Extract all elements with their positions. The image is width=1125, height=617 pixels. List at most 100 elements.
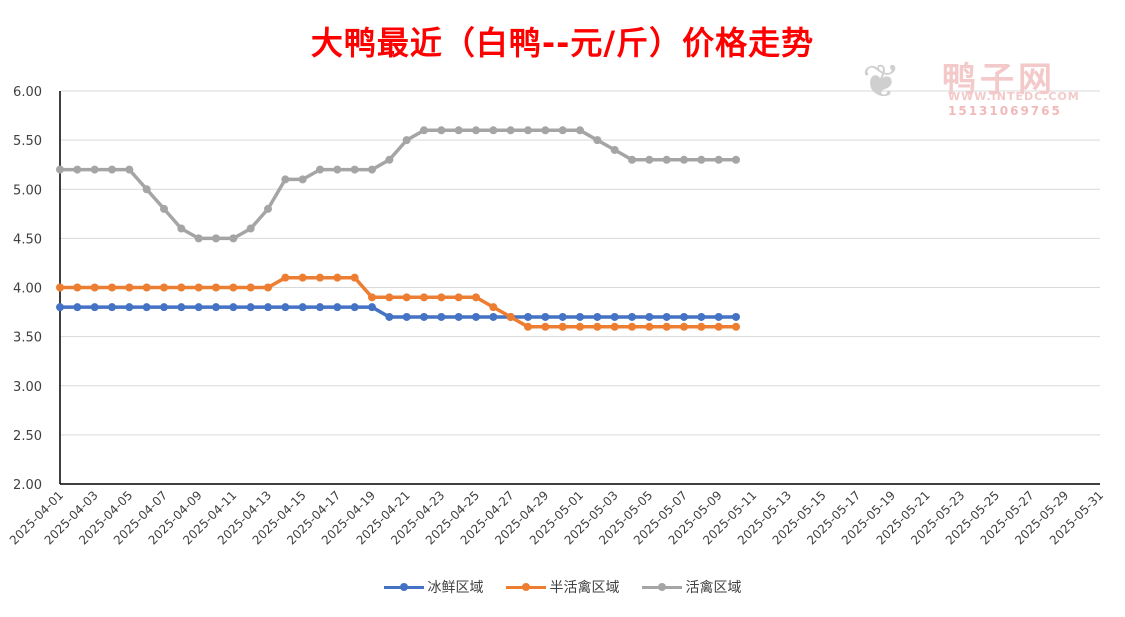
data-point: [368, 293, 376, 302]
data-point: [628, 312, 636, 321]
data-point: [402, 312, 411, 321]
data-point: [680, 322, 688, 331]
data-point: [506, 126, 515, 135]
data-point: [350, 273, 359, 282]
data-point: [368, 303, 376, 312]
data-point: [177, 224, 186, 233]
data-point: [56, 283, 64, 292]
data-point: [281, 175, 290, 184]
data-point: [350, 165, 359, 174]
legend-swatch-ice: [383, 582, 424, 592]
data-point: [90, 165, 99, 174]
data-point: [645, 322, 654, 331]
data-point: [489, 312, 498, 321]
data-point: [108, 283, 116, 292]
data-point: [714, 155, 723, 164]
data-point: [541, 126, 550, 135]
data-point: [125, 303, 134, 312]
data-point: [593, 136, 602, 145]
y-tick-label: 3.00: [13, 380, 42, 395]
data-point: [212, 283, 220, 292]
data-point: [229, 283, 238, 292]
data-point: [593, 322, 602, 331]
data-point: [732, 322, 740, 331]
series-line-0: [60, 305, 736, 319]
data-point: [541, 312, 550, 321]
data-point: [472, 312, 480, 321]
data-point: [697, 322, 706, 331]
y-tick-label: 5.00: [13, 183, 42, 198]
data-point: [316, 165, 324, 174]
grid-lines: [60, 90, 1100, 436]
data-point: [732, 312, 740, 321]
data-point: [454, 293, 463, 302]
data-point: [142, 185, 151, 194]
legend: 冰鲜区域 半活禽区域 活禽区域: [0, 577, 1125, 597]
data-point: [316, 303, 324, 312]
data-point: [506, 312, 515, 321]
legend-swatch-live: [641, 582, 682, 592]
data-point: [212, 303, 220, 312]
legend-swatch-semi-live: [505, 582, 546, 592]
data-point: [454, 312, 463, 321]
data-point: [350, 303, 359, 312]
data-point: [281, 303, 290, 312]
data-point: [264, 204, 272, 213]
data-point: [108, 165, 116, 174]
data-point: [610, 312, 619, 321]
data-point: [628, 322, 636, 331]
data-point: [333, 273, 342, 282]
y-tick-label: 3.50: [13, 331, 42, 346]
data-point: [402, 136, 411, 145]
data-point: [194, 283, 203, 292]
legend-item-ice: 冰鲜区域: [383, 577, 484, 597]
data-point: [662, 155, 671, 164]
watermark: ❦ 鸭子网 WWW.INTEDC.COM 15131069765: [862, 52, 1092, 122]
y-tick-label: 2.00: [13, 478, 42, 493]
data-point: [524, 322, 532, 331]
data-point: [680, 155, 688, 164]
data-point: [333, 303, 342, 312]
data-point: [385, 155, 394, 164]
data-point: [732, 155, 740, 164]
data-point: [73, 303, 82, 312]
data-point: [194, 303, 203, 312]
data-point: [298, 303, 307, 312]
legend-label-live: 活禽区域: [685, 580, 742, 596]
data-point: [558, 322, 567, 331]
data-point: [697, 155, 706, 164]
data-point: [385, 312, 394, 321]
data-point: [73, 165, 82, 174]
data-point: [697, 312, 706, 321]
data-point: [56, 303, 64, 312]
data-point: [645, 155, 654, 164]
data-point: [420, 293, 428, 302]
data-point: [576, 322, 584, 331]
data-point: [714, 312, 723, 321]
data-point: [246, 303, 255, 312]
legend-item-live: 活禽区域: [641, 577, 742, 597]
data-point: [610, 145, 619, 154]
data-point: [437, 312, 446, 321]
data-point: [264, 283, 272, 292]
data-point: [610, 322, 619, 331]
data-point: [108, 303, 116, 312]
watermark-brand: 鸭子网: [942, 60, 1056, 100]
data-point: [142, 283, 151, 292]
series-line-2: [60, 128, 736, 241]
data-point: [541, 322, 550, 331]
data-point: [212, 234, 220, 243]
data-point: [524, 312, 532, 321]
y-tick-label: 4.00: [13, 282, 42, 297]
data-point: [454, 126, 463, 135]
data-point: [125, 165, 134, 174]
x-tick-labels: 2025-04-012025-04-032025-04-052025-04-07…: [7, 488, 1106, 547]
y-tick-labels: 2.00 2.50 3.00 3.50 4.00 4.50 5.00 5.50 6.00: [13, 85, 42, 493]
data-point: [368, 165, 376, 174]
data-point: [177, 283, 186, 292]
data-point: [714, 322, 723, 331]
data-point: [160, 204, 168, 213]
chart-title: 大鸭最近（白鸭--元/斤）价格走势: [310, 24, 815, 62]
data-point: [402, 293, 411, 302]
